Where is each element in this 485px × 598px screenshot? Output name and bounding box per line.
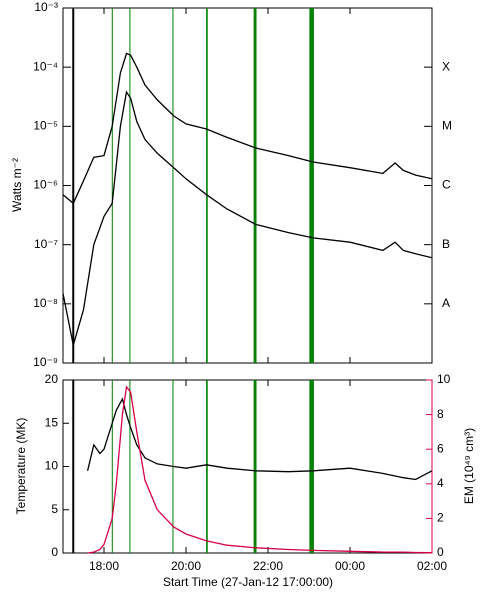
interval: [129, 380, 131, 553]
interval: [309, 380, 314, 553]
y-tick-label: 10⁻⁷: [34, 237, 58, 251]
y2-axis-label: EM (10⁴⁹ cm³): [462, 428, 476, 504]
y2-tick-label: 6: [437, 441, 444, 455]
series-line: [62, 52, 433, 205]
y-tick-label: 10⁻⁶: [33, 178, 58, 192]
y2-tick-label: 10: [437, 372, 451, 386]
series-line: [87, 385, 433, 554]
x-tick-label: 02:00: [417, 559, 447, 573]
interval: [172, 8, 174, 363]
flare-class-label: X: [442, 59, 450, 73]
flare-class-label: A: [442, 296, 450, 310]
x-tick-label: 22:00: [253, 559, 283, 573]
interval: [206, 380, 208, 553]
y-tick-label: 10⁻⁹: [33, 355, 58, 369]
y-tick-label: 0: [51, 545, 58, 559]
y-tick-label: 5: [51, 502, 58, 516]
interval: [253, 8, 257, 363]
interval: [253, 380, 257, 553]
interval: [206, 8, 208, 363]
interval: [111, 8, 113, 363]
flare-class-label: B: [442, 237, 450, 251]
y-tick-label: 20: [45, 372, 59, 386]
y-tick-label: 10⁻³: [34, 0, 58, 14]
series-line: [86, 397, 433, 481]
top-frame: [62, 7, 433, 364]
y-tick-label: 10⁻⁴: [33, 59, 58, 73]
y-tick-label: 10⁻⁵: [33, 119, 58, 133]
y2-tick-label: 2: [437, 511, 444, 525]
interval: [111, 380, 113, 553]
y2-tick-label: 0: [437, 545, 444, 559]
flare-class-label: M: [442, 119, 452, 133]
y-tick-label: 15: [45, 415, 59, 429]
flare-class-label: C: [442, 178, 451, 192]
y-axis-label: Watts m⁻²: [10, 158, 24, 212]
x-axis-label: Start Time (27-Jan-12 17:00:00): [163, 575, 333, 589]
x-tick-label: 20:00: [171, 559, 201, 573]
x-tick-label: 00:00: [335, 559, 365, 573]
y-tick-label: 10⁻⁸: [33, 296, 58, 310]
y-axis-label: Temperature (MK): [14, 418, 28, 515]
series-line: [62, 90, 433, 346]
x-tick-label: 18:00: [89, 559, 119, 573]
y-tick-label: 10: [45, 459, 59, 473]
y2-tick-label: 4: [437, 476, 444, 490]
y2-tick-label: 8: [437, 407, 444, 421]
interval: [129, 8, 131, 363]
interval: [309, 8, 314, 363]
